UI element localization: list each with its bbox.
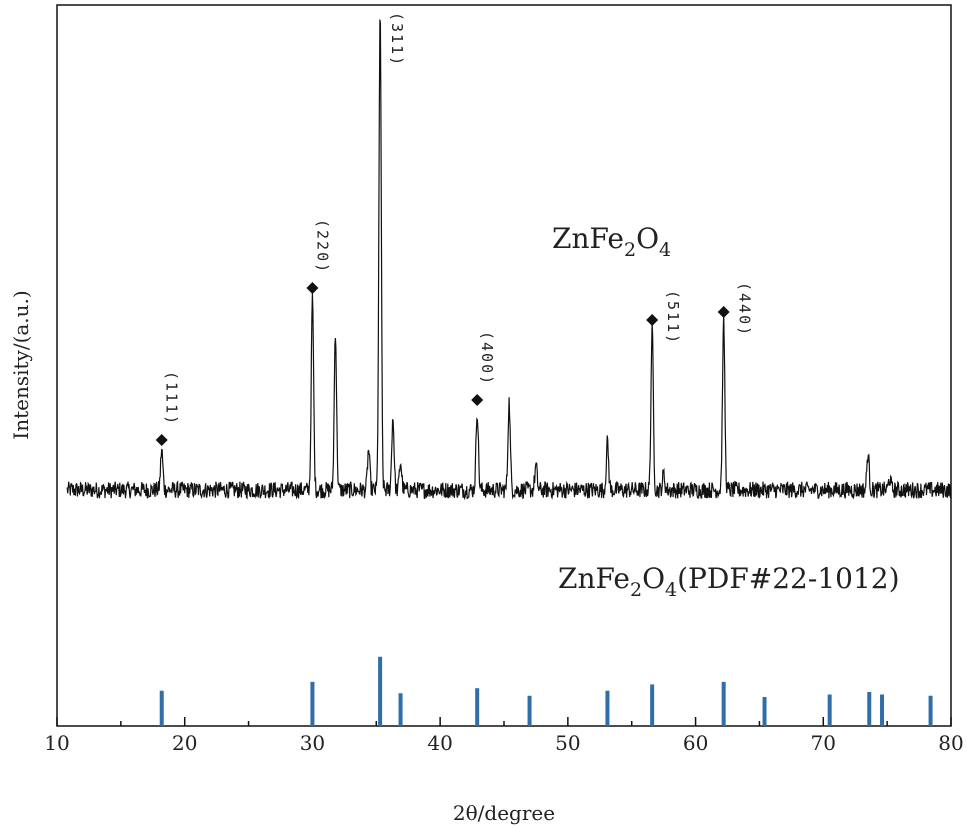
y-axis-title: Intensity/(a.u.)	[9, 290, 33, 439]
x-tick-label: 40	[427, 731, 452, 755]
x-tick-label: 30	[300, 731, 325, 755]
hkl-label-4: (511)	[664, 290, 682, 345]
series-label-reference: ZnFe2O4(PDF#22-1012)	[558, 562, 900, 601]
peak-marker-diamond	[306, 282, 319, 294]
peak-marker-diamond	[717, 306, 730, 318]
x-axis-ticks	[56, 717, 952, 726]
hkl-label-1: (220)	[313, 219, 331, 274]
x-tick-label: 10	[44, 731, 69, 755]
x-axis-tick-labels: 10 20 30 40 50 60 70 80	[44, 731, 963, 755]
x-axis-title: 2θ/degree	[453, 801, 555, 825]
reference-sticks	[159, 656, 933, 726]
x-tick-label: 20	[172, 731, 197, 755]
x-tick-label: 50	[555, 731, 580, 755]
peak-markers	[155, 282, 730, 446]
x-tick-label: 70	[811, 731, 836, 755]
hkl-label-2: (311)	[388, 12, 406, 67]
hkl-label-0: (111)	[163, 371, 181, 426]
peak-marker-diamond	[155, 434, 168, 446]
x-tick-label: 60	[683, 731, 708, 755]
plot-frame	[56, 4, 952, 727]
series-label-sample: ZnFe2O4	[552, 222, 671, 261]
hkl-label-5: (440)	[736, 282, 754, 337]
x-tick-label: 80	[938, 731, 963, 755]
hkl-label-3: (400)	[478, 331, 496, 386]
peak-marker-diamond	[646, 314, 659, 326]
hkl-labels: (111) (220) (311) (400) (511) (440)	[163, 12, 754, 426]
peak-marker-diamond	[471, 394, 484, 406]
xrd-pattern-line	[66, 19, 952, 501]
